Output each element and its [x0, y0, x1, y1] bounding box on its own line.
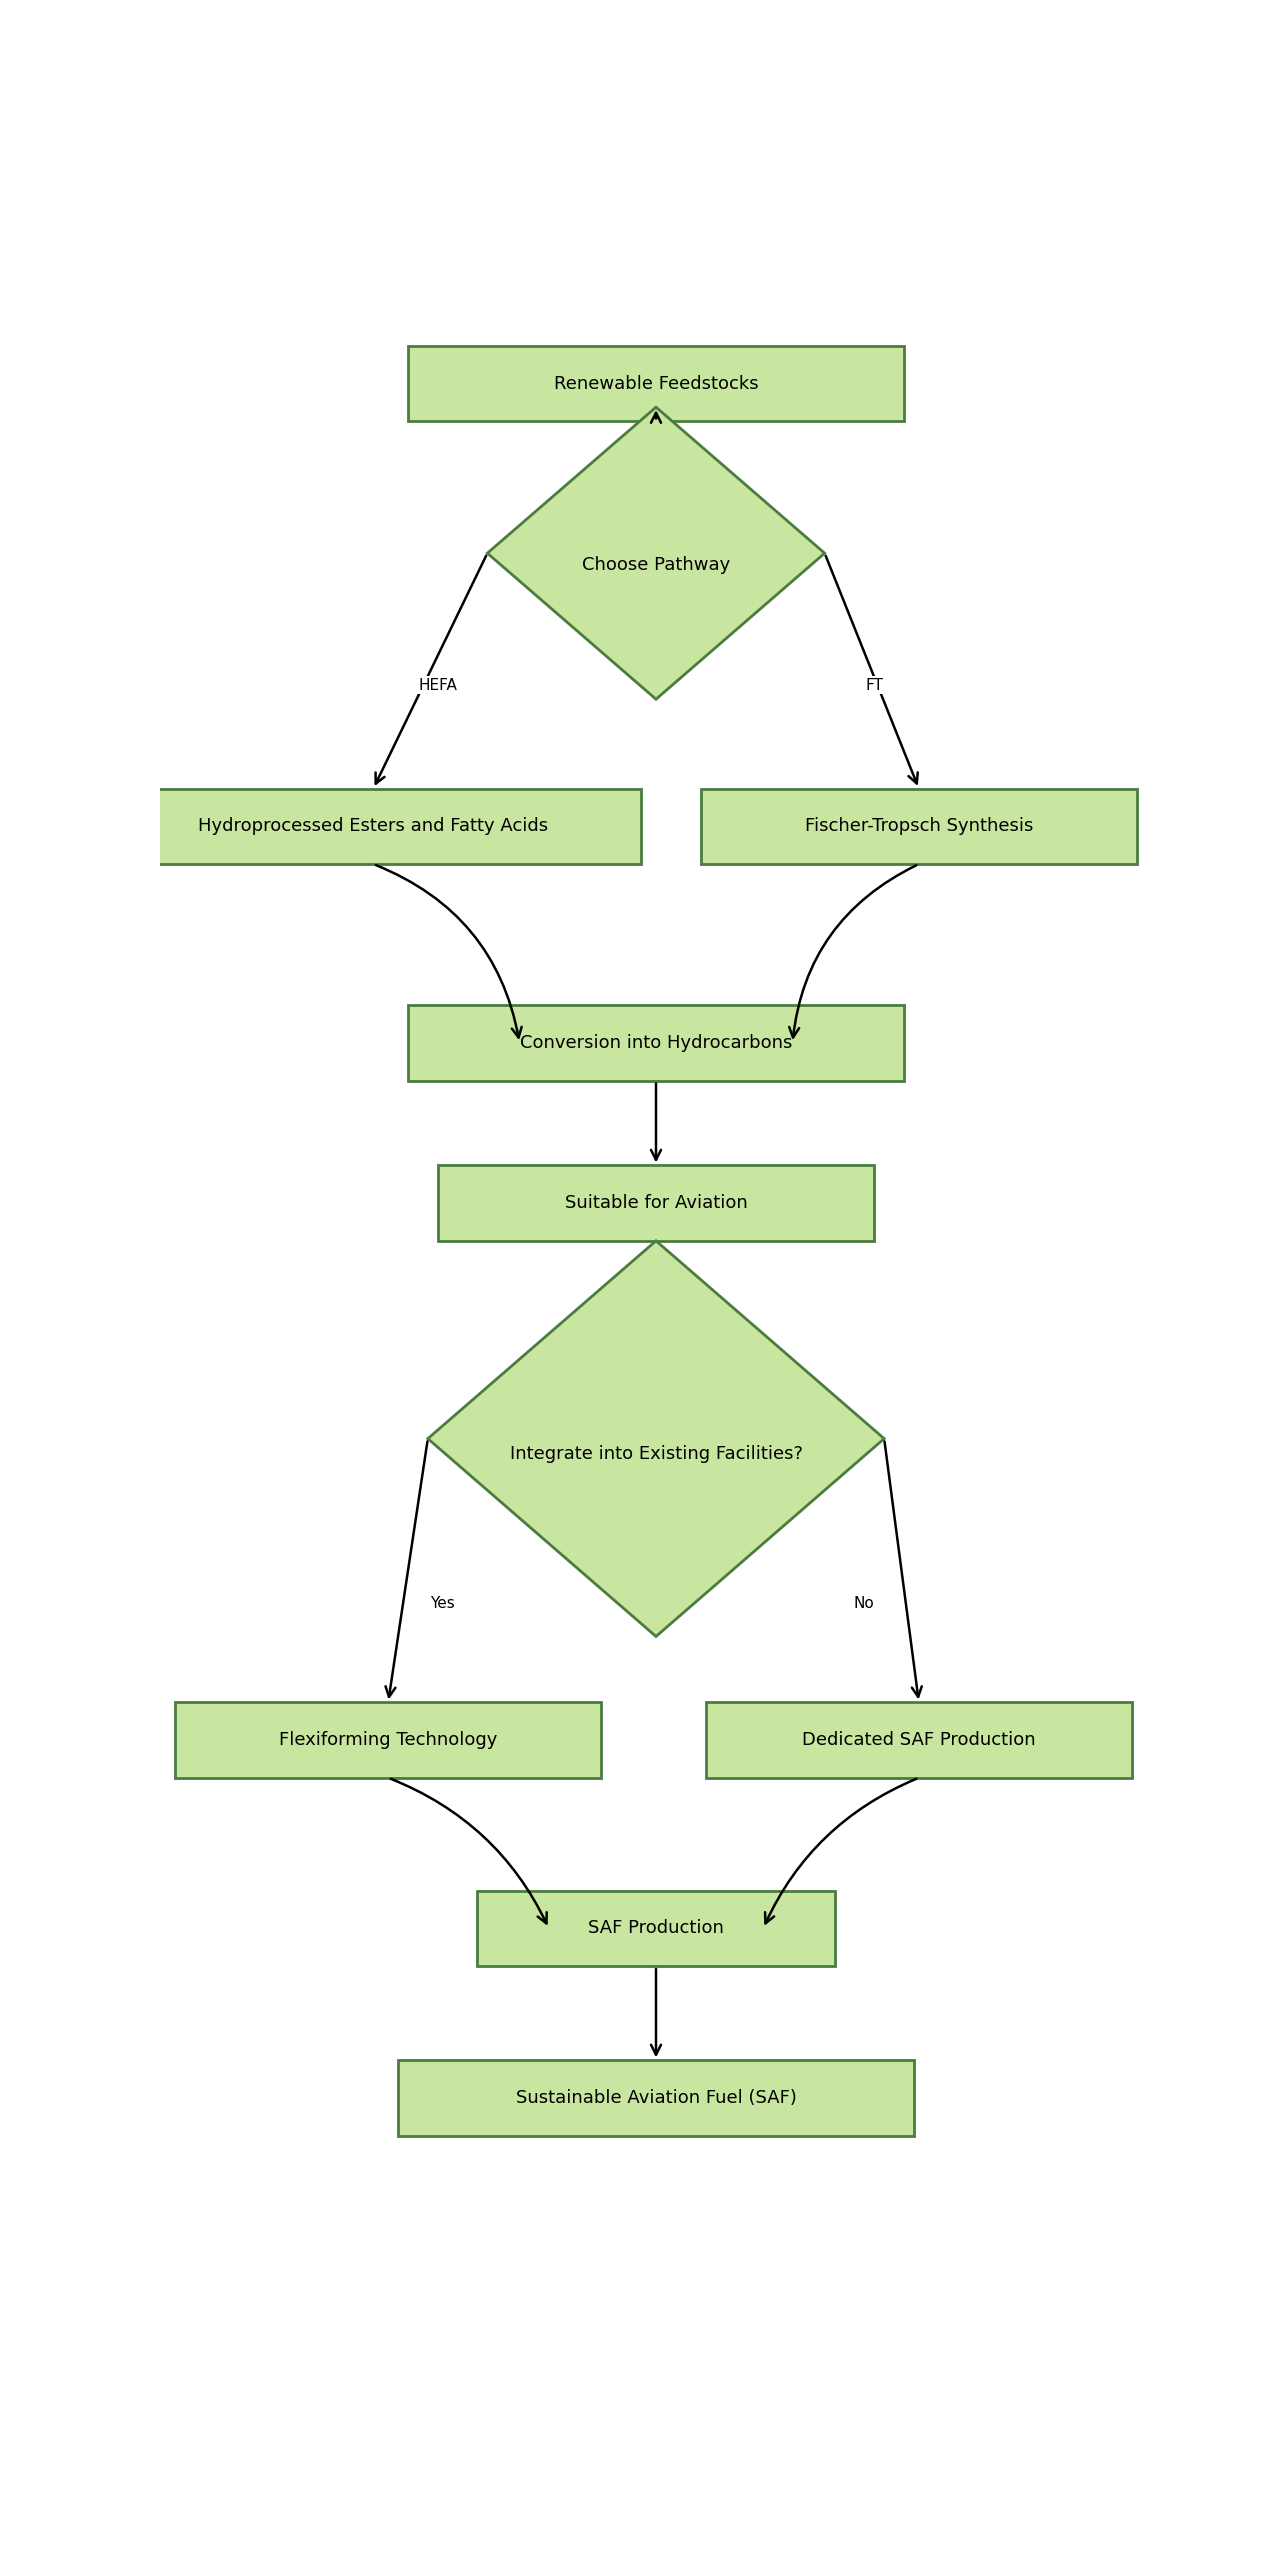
Bar	[408, 347, 904, 421]
Text: Renewable Feedstocks: Renewable Feedstocks	[554, 375, 758, 393]
Text: FT: FT	[865, 678, 883, 694]
Bar	[700, 789, 1137, 863]
Text: Sustainable Aviation Fuel (SAF): Sustainable Aviation Fuel (SAF)	[516, 2089, 796, 2107]
Text: Yes: Yes	[430, 1595, 456, 1611]
Bar	[398, 2060, 914, 2135]
Bar	[105, 789, 641, 863]
Text: Choose Pathway: Choose Pathway	[582, 555, 730, 573]
Text: Integrate into Existing Facilities?: Integrate into Existing Facilities?	[509, 1446, 803, 1464]
Text: Hydroprocessed Esters and Fatty Acids: Hydroprocessed Esters and Fatty Acids	[198, 817, 548, 835]
Polygon shape	[488, 408, 824, 699]
Text: Fischer-Tropsch Synthesis: Fischer-Tropsch Synthesis	[805, 817, 1033, 835]
Bar	[438, 1166, 874, 1241]
Bar	[705, 1703, 1133, 1778]
Text: Conversion into Hydrocarbons: Conversion into Hydrocarbons	[520, 1033, 792, 1053]
Text: No: No	[854, 1595, 874, 1611]
Text: Suitable for Aviation: Suitable for Aviation	[564, 1195, 748, 1213]
Text: Flexiforming Technology: Flexiforming Technology	[279, 1732, 498, 1749]
Bar	[175, 1703, 602, 1778]
Polygon shape	[428, 1241, 884, 1636]
Text: SAF Production: SAF Production	[588, 1919, 724, 1937]
Text: HEFA: HEFA	[419, 678, 457, 694]
Bar	[477, 1891, 835, 1965]
Bar	[408, 1004, 904, 1082]
Text: Dedicated SAF Production: Dedicated SAF Production	[803, 1732, 1036, 1749]
